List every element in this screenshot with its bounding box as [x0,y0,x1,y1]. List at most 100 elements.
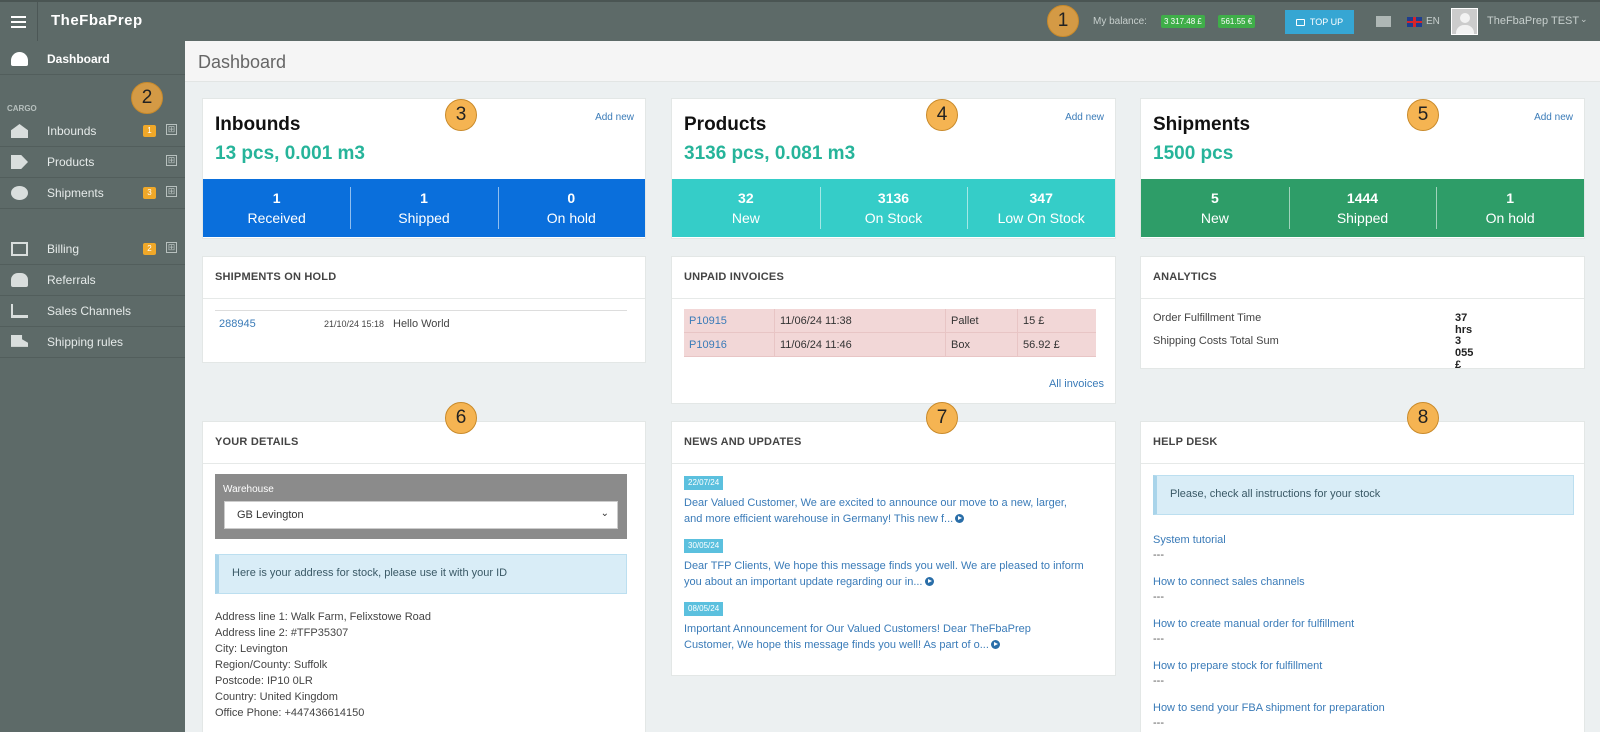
top-bar: TheFbaPrep My balance: 3 317.48 £ 561.55… [0,0,1600,41]
sidebar-item-referrals[interactable]: Referrals [0,265,185,296]
card-title: Inbounds [215,114,301,135]
divider [1017,333,1018,357]
plus-square-icon[interactable]: ⊞ [166,242,177,253]
shipment-link[interactable]: 288945 [219,318,256,330]
address-line: Address line 1: Walk Farm, Felixstowe Ro… [215,611,431,623]
warehouse-select[interactable]: GB Levington ⌄ [224,501,618,529]
avatar[interactable] [1451,8,1478,35]
stat-on-stock[interactable]: 3136 On Stock [819,179,968,237]
card-summary: 1500 pcs [1153,143,1234,164]
table-row[interactable]: P10916 11/06/24 11:46 Box 56.92 £ [684,333,1096,357]
user-menu[interactable]: TheFbaPrep TEST [1487,15,1580,27]
address-line: City: Levington [215,643,288,655]
truck-icon [11,335,28,347]
shipments-card: Shipments 1500 pcs Add new 5 New 1444 Ship… [1140,98,1585,239]
news-text-line: Important Announcement for Our Valued Cu… [684,623,1031,635]
sidebar-item-shipping-rules[interactable]: Shipping rules [0,327,185,358]
stat-bar: 1 Received 1 Shipped 0 On hold [203,179,645,237]
stat-number: 0 [567,190,576,206]
sidebar-item-inbounds[interactable]: Inbounds 1 ⊞ [0,116,185,147]
invoice-link[interactable]: P10915 [689,315,727,327]
tag-icon [11,155,28,169]
menu-toggle-button[interactable] [0,2,38,41]
annotation-marker: 4 [926,99,958,131]
top-up-button[interactable]: TOP UP [1285,10,1354,34]
stat-low-on-stock[interactable]: 347 Low On Stock [967,179,1115,237]
divider [1017,309,1018,333]
add-new-inbound-link[interactable]: Add new [595,112,634,123]
table-row[interactable]: P10915 11/06/24 11:38 Pallet 15 £ [684,309,1096,333]
balance-gbp-badge: 3 317.48 £ [1161,15,1205,28]
stat-number: 1 [272,190,281,206]
plus-square-icon[interactable]: ⊞ [166,186,177,197]
shipments-on-hold-panel: SHIPMENTS ON HOLD 288945 21/10/24 15:18 … [202,256,646,363]
mail-icon[interactable] [1376,16,1391,27]
stat-new[interactable]: 5 New [1141,179,1289,237]
arrow-right-icon[interactable] [990,640,1000,649]
money-icon [1295,18,1305,26]
stat-number: 5 [1210,190,1219,206]
help-desk-panel: HELP DESK Please, check all instructions… [1140,421,1585,732]
stat-new[interactable]: 32 New [672,179,820,237]
help-link-manual-order[interactable]: How to create manual order for fulfillme… [1153,618,1355,630]
brand-logo[interactable]: TheFbaPrep [51,12,143,29]
plus-square-icon[interactable]: ⊞ [166,155,177,166]
shipment-note: Hello World [393,318,450,330]
help-link-prepare-stock[interactable]: How to prepare stock for fulfillment [1153,660,1323,672]
analytics-panel: ANALYTICS Order Fulfillment Time 37 hrs … [1140,256,1585,371]
help-link-description: --- [1153,549,1164,561]
stat-on-hold[interactable]: 0 On hold [497,179,645,237]
stat-on-hold[interactable]: 1 On hold [1436,179,1584,237]
sidebar-item-dashboard[interactable]: Dashboard [0,44,185,75]
sidebar-item-shipments[interactable]: Shipments 3 ⊞ [0,178,185,209]
address-line: Office Phone: +447436614150 [215,707,365,719]
balance-eur-badge: 561.55 € [1218,15,1256,28]
news-text-line: and more efficient warehouse in Germany!… [684,513,954,525]
news-item[interactable]: Dear Valued Customer, We are excited to … [684,495,1104,527]
billing-icon [11,242,28,256]
analytics-label: Order Fulfillment Time [1153,312,1262,324]
stat-number: 3136 [877,190,910,206]
help-link-send-fba-shipment[interactable]: How to send your FBA shipment for prepar… [1153,702,1385,714]
chevron-down-icon[interactable]: ⌄ [1580,14,1588,24]
news-item[interactable]: Important Announcement for Our Valued Cu… [684,621,1104,653]
panel-title: HELP DESK [1153,436,1218,448]
divider [215,310,627,311]
arrow-right-icon[interactable] [924,577,934,586]
help-link-system-tutorial[interactable]: System tutorial [1153,534,1226,546]
panel-title: UNPAID INVOICES [684,271,784,283]
news-date-badge: 22/07/24 [684,476,724,490]
sidebar-item-sales-channels[interactable]: Sales Channels [0,296,185,327]
invoices-table: P10915 11/06/24 11:38 Pallet 15 £ P10916… [684,309,1096,357]
help-link-description: --- [1153,717,1164,729]
all-invoices-link[interactable]: All invoices [1048,378,1104,390]
help-link-connect-sales-channels[interactable]: How to connect sales channels [1153,576,1305,588]
uk-flag-icon[interactable] [1407,17,1422,27]
sidebar-item-label: Shipping rules [47,335,124,349]
sidebar-item-products[interactable]: Products ⊞ [0,147,185,178]
sidebar-item-billing[interactable]: Billing 2 ⊞ [0,234,185,265]
stat-shipped[interactable]: 1 Shipped [350,179,497,237]
annotation-marker: 8 [1407,402,1439,434]
help-link-description: --- [1153,675,1164,687]
add-new-shipment-link[interactable]: Add new [1534,112,1573,123]
divider [774,333,775,357]
inbounds-icon [11,124,28,138]
invoice-link[interactable]: P10916 [689,339,727,351]
news-item[interactable]: Dear TFP Clients, We hope this message f… [684,558,1104,590]
plus-square-icon[interactable]: ⊞ [166,124,177,135]
count-badge: 1 [143,125,156,137]
stat-received[interactable]: 1 Received [203,179,350,237]
address-line: Country: United Kingdom [215,691,338,703]
warehouse-box: Warehouse GB Levington ⌄ [215,474,627,539]
annotation-marker: 2 [131,82,163,114]
stat-shipped[interactable]: 1444 Shipped [1288,179,1437,237]
stat-label: On hold [1485,210,1535,226]
invoice-type: Pallet [951,315,979,327]
stat-number: 1 [1506,190,1515,206]
language-label[interactable]: EN [1426,16,1440,27]
sidebar-item-label: Sales Channels [47,304,132,318]
stat-label: Received [247,210,306,226]
arrow-right-icon[interactable] [955,514,965,523]
add-new-product-link[interactable]: Add new [1065,112,1104,123]
